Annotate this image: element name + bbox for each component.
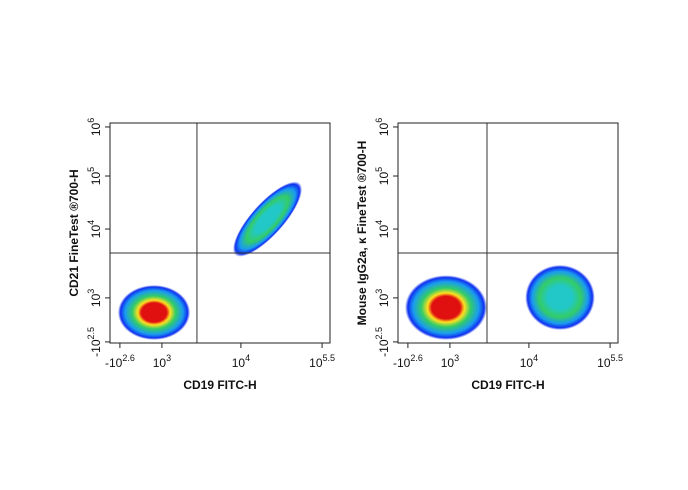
tick-label: 104 [86, 220, 103, 238]
tick-label-base: 10 [153, 356, 167, 370]
tick-label-base: 10 [232, 356, 246, 370]
tick-label-base: 10 [309, 356, 323, 370]
tick-label-base: 10 [89, 225, 103, 239]
tick-label: 104 [374, 220, 391, 238]
tick-label: -102.6 [393, 353, 423, 370]
tick-label: 103 [374, 289, 391, 307]
tick-label: 104 [232, 353, 250, 370]
tick-label-base: -10 [105, 356, 123, 370]
tick-label: 103 [441, 353, 459, 370]
plot: -102.6 103 104 105.5-102.5103104105106CD19 … [67, 118, 335, 392]
tick-label-exponent: 3 [374, 289, 384, 294]
tick-label-exponent: 4 [533, 353, 538, 363]
tick-label-base: -10 [377, 339, 391, 357]
tick-label: -102.5 [374, 327, 391, 357]
tick-label-base: 10 [89, 293, 103, 307]
tick-label-base: 10 [89, 122, 103, 136]
tick-label-exponent: 4 [374, 220, 384, 225]
tick-label-base: -10 [393, 356, 411, 370]
tick-label-base: 10 [597, 356, 611, 370]
tick-label-base: 10 [441, 356, 455, 370]
y-axis-label: CD21 FineTest ®700-H [67, 169, 81, 296]
tick-label-base: -10 [89, 339, 103, 357]
tick-label: -102.6 [105, 353, 135, 370]
tick-label-exponent: 3 [166, 353, 171, 363]
tick-label-exponent: 2.5 [374, 327, 384, 340]
tick-label: 105 [86, 167, 103, 185]
tick-label: 105.5 [309, 353, 335, 370]
tick-label-base: 10 [377, 225, 391, 239]
population [232, 181, 303, 257]
population [525, 264, 595, 331]
tick-label-exponent: 5.5 [323, 353, 336, 363]
tick-label: 106 [374, 118, 391, 136]
x-axis-label: CD19 FITC-H [183, 378, 256, 392]
tick-label-base: 10 [89, 172, 103, 186]
tick-label-base: 10 [520, 356, 534, 370]
tick-label-exponent: 6 [374, 118, 384, 123]
tick-label-base: 10 [377, 122, 391, 136]
tick-label-exponent: 3 [86, 289, 96, 294]
tick-label-exponent: 3 [454, 353, 459, 363]
population [405, 275, 487, 340]
tick-label: 104 [520, 353, 538, 370]
tick-label-base: 10 [377, 172, 391, 186]
tick-label-exponent: 2.5 [86, 327, 96, 340]
plot-frame [397, 122, 619, 344]
population [117, 285, 191, 340]
tick-label-exponent: 5 [374, 167, 384, 172]
y-axis-label: Mouse IgG2a, κ FineTest ®700-H [355, 141, 369, 326]
tick-label-base: 10 [377, 293, 391, 307]
tick-label-exponent: 5 [86, 167, 96, 172]
tick-label-exponent: 4 [245, 353, 250, 363]
tick-label: 103 [153, 353, 171, 370]
plot: -102.6 103 104 105.5-102.5103104105106CD19 … [355, 118, 623, 392]
tick-label-exponent: 5.5 [611, 353, 624, 363]
tick-label-exponent: 2.6 [410, 353, 423, 363]
tick-label: 106 [86, 118, 103, 136]
tick-label: -102.5 [86, 327, 103, 357]
x-axis-label: CD19 FITC-H [471, 378, 544, 392]
plot-frame [109, 122, 331, 344]
tick-label: 103 [86, 289, 103, 307]
tick-label-exponent: 4 [86, 220, 96, 225]
tick-label-exponent: 2.6 [122, 353, 135, 363]
tick-label-exponent: 6 [86, 118, 96, 123]
tick-label: 105 [374, 167, 391, 185]
tick-label: 105.5 [597, 353, 623, 370]
